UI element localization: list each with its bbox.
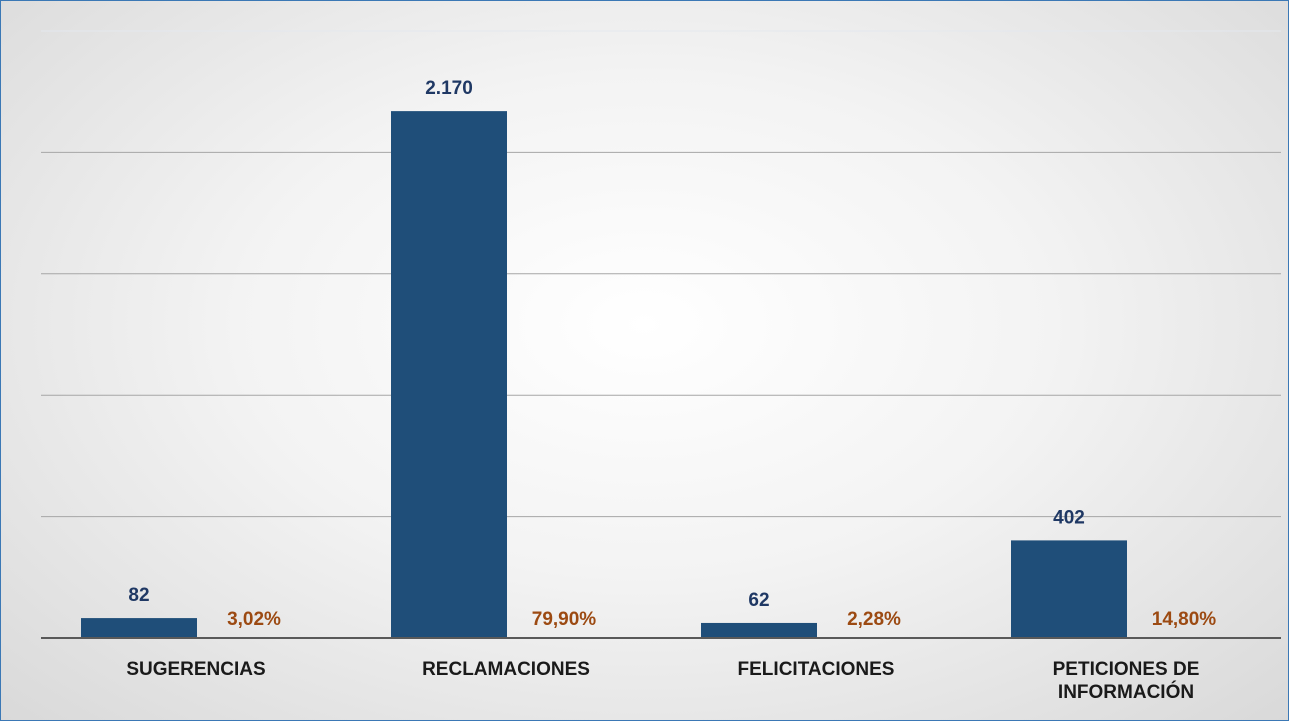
value-label: 82 [128, 585, 149, 606]
percentage-label: 2,28% [847, 609, 901, 630]
value-label: 2.170 [425, 78, 473, 99]
x-tick-label: SUGERENCIAS [126, 659, 266, 680]
bar [1011, 540, 1127, 638]
x-tick-label: RECLAMACIONES [422, 659, 590, 680]
value-label: 62 [748, 590, 769, 611]
value-label: 402 [1053, 507, 1085, 528]
percentage-label: 3,02% [227, 609, 281, 630]
percentage-label: 14,80% [1152, 609, 1217, 630]
bar [81, 618, 197, 638]
bar [701, 622, 817, 638]
percentage-label: 79,90% [532, 609, 597, 630]
x-tick-label: FELICITACIONES [737, 659, 895, 680]
x-tick-label: PETICIONES DE INFORMACIÓN [1052, 659, 1200, 703]
bar [391, 111, 507, 638]
